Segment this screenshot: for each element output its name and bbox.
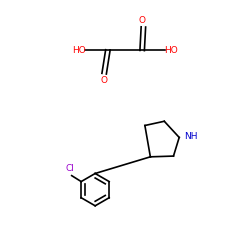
Text: HO: HO	[72, 46, 86, 55]
Text: O: O	[100, 76, 107, 85]
Text: NH: NH	[184, 132, 197, 141]
Text: HO: HO	[164, 46, 178, 55]
Text: Cl: Cl	[65, 164, 74, 173]
Text: O: O	[139, 16, 146, 25]
